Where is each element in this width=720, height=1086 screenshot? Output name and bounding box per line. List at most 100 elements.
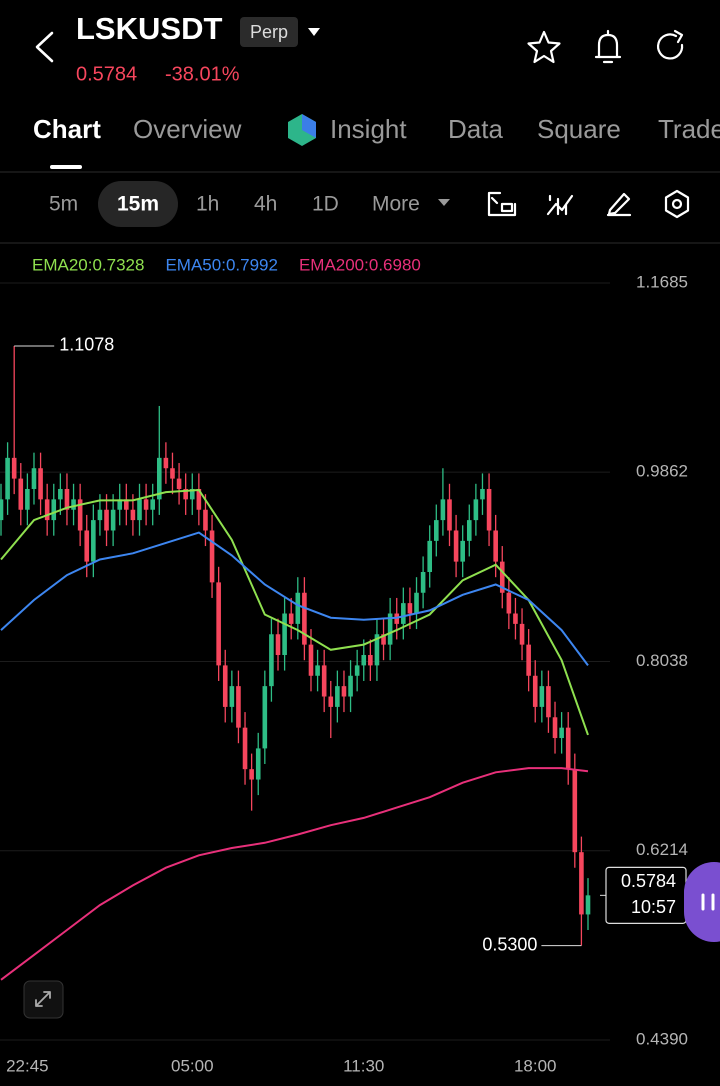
more-arrow xyxy=(438,199,450,206)
interval[interactable]: 4h xyxy=(254,193,277,216)
candle-body xyxy=(414,592,419,614)
candle-body xyxy=(255,748,261,780)
candle-body xyxy=(453,530,459,562)
candle-body xyxy=(532,675,538,707)
tab[interactable]: Data xyxy=(448,114,503,144)
candle-body xyxy=(480,488,485,500)
draw-icon[interactable] xyxy=(606,192,632,217)
x-tick-label: 18:00 xyxy=(514,1056,557,1075)
candle-body xyxy=(58,488,63,500)
symbol-dropdown[interactable] xyxy=(308,28,320,36)
candle-body xyxy=(328,696,334,707)
x-tick-label: 05:00 xyxy=(171,1056,214,1075)
candle-body xyxy=(275,634,281,656)
ema-line xyxy=(0,531,589,666)
candle-body xyxy=(91,520,96,562)
candle-body xyxy=(137,499,142,521)
candle-body xyxy=(519,623,525,645)
candle-body xyxy=(5,457,10,500)
candle-body xyxy=(84,530,90,562)
candle-body xyxy=(552,717,558,739)
settings-icon[interactable] xyxy=(664,189,690,219)
interval[interactable]: 5m xyxy=(49,193,78,216)
candle-body xyxy=(97,509,103,521)
tab[interactable]: Square xyxy=(537,114,621,144)
candle-body xyxy=(315,665,320,676)
candle-body xyxy=(11,457,17,479)
tab[interactable]: Overview xyxy=(133,114,242,144)
candle-body xyxy=(249,769,254,780)
floating-assistant-icon xyxy=(701,893,715,911)
candle-body xyxy=(506,592,512,614)
candle-body xyxy=(209,530,215,583)
candle-body xyxy=(466,520,472,541)
candle-body xyxy=(229,686,235,707)
candle-body xyxy=(381,634,386,645)
candle-body xyxy=(499,561,505,593)
high-label: 1.1078 xyxy=(59,335,114,355)
candle-body xyxy=(434,520,439,541)
y-tick-label: 0.8038 xyxy=(636,651,688,670)
candle-body xyxy=(526,644,531,676)
candle-body xyxy=(387,613,393,645)
tab[interactable]: Chart xyxy=(33,114,101,144)
expand-icon xyxy=(35,991,51,1007)
candle-body xyxy=(242,727,248,770)
share-icon[interactable] xyxy=(656,29,684,60)
candle-body xyxy=(170,468,175,479)
candle-body xyxy=(38,468,43,500)
candle-body xyxy=(176,478,182,489)
interval[interactable]: 1D xyxy=(312,193,339,216)
candle-body xyxy=(288,613,294,624)
candle-body xyxy=(565,727,571,770)
ema-line xyxy=(0,488,589,736)
favorite-icon[interactable] xyxy=(527,30,561,64)
candle-body xyxy=(64,488,70,510)
layout-icon[interactable] xyxy=(487,191,517,217)
candle-body xyxy=(302,592,307,645)
candle-body xyxy=(308,644,314,676)
badge-bg xyxy=(240,17,298,47)
candle-body xyxy=(579,852,584,915)
chart: 1.1685 0.9862 0.8038 0.6214 0.4390 22:45 05:00… xyxy=(0,255,688,1075)
last-price-label: 0.5784 xyxy=(621,871,676,891)
candle-body xyxy=(130,509,136,521)
price: 0.5784 xyxy=(76,63,137,85)
interval[interactable]: 1h xyxy=(196,193,219,216)
candle-body xyxy=(189,488,195,500)
candle-body xyxy=(546,686,551,718)
tab[interactable]: Trade xyxy=(658,114,720,144)
candle-body xyxy=(368,655,373,666)
candle-body xyxy=(440,499,446,521)
candle-body xyxy=(183,488,188,500)
candle-body xyxy=(348,675,353,697)
candle-body xyxy=(18,478,24,510)
candle-body xyxy=(585,895,591,915)
candle-body xyxy=(150,499,155,510)
back-button[interactable] xyxy=(35,31,54,63)
candle-body xyxy=(143,499,149,510)
candle-body xyxy=(341,686,347,697)
interval[interactable]: More xyxy=(372,193,420,216)
candle-body xyxy=(222,665,228,707)
interval[interactable]: 15m xyxy=(117,193,159,216)
alert-icon[interactable] xyxy=(594,29,622,64)
candle-body xyxy=(110,509,116,531)
tab[interactable]: Insight xyxy=(330,114,407,144)
candle-body xyxy=(77,499,83,531)
candle-body xyxy=(203,509,208,531)
x-tick-label: 11:30 xyxy=(343,1056,384,1075)
candle-body xyxy=(427,540,433,572)
candle-body xyxy=(407,603,413,614)
candle-body xyxy=(51,499,57,521)
candle-body xyxy=(401,603,406,624)
tab-indicator xyxy=(50,165,82,169)
low-label: 0.5300 xyxy=(482,934,537,954)
candle-body xyxy=(354,665,360,676)
indicator-icon[interactable] xyxy=(546,194,574,216)
candle-body xyxy=(117,499,123,510)
change: -38.01% xyxy=(165,63,240,85)
insight-icon-part xyxy=(302,114,316,138)
